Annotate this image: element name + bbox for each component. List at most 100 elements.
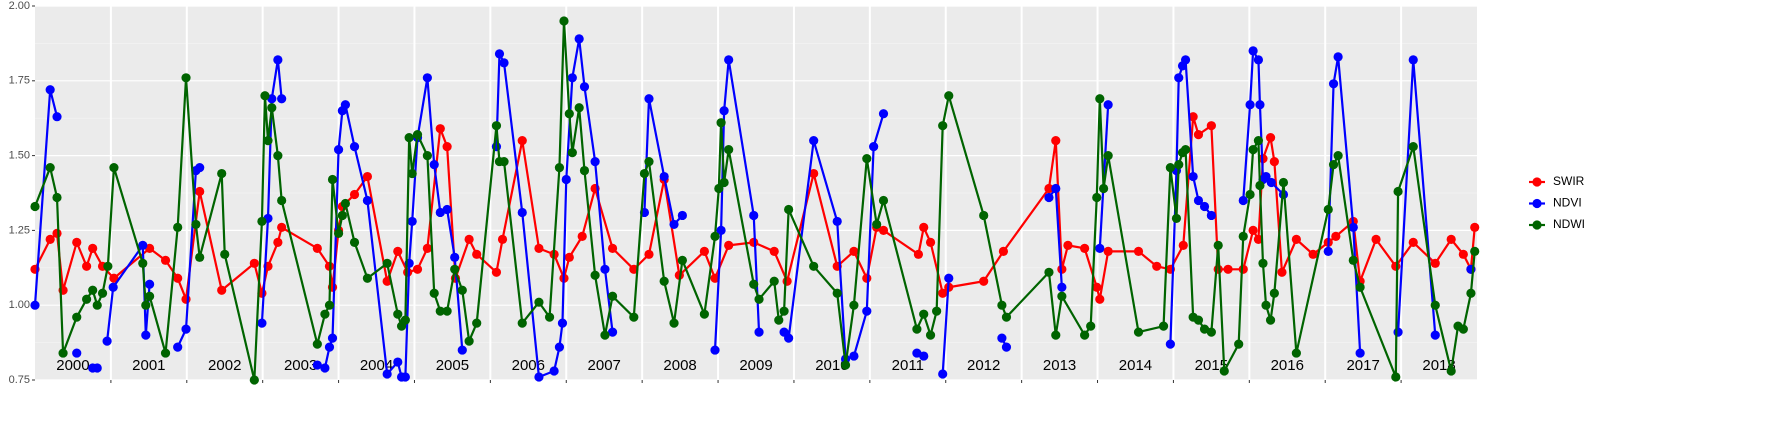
data-point	[141, 330, 151, 340]
data-point	[1092, 192, 1102, 203]
data-point	[710, 231, 720, 241]
data-point	[1348, 222, 1358, 233]
data-point	[1255, 180, 1265, 191]
data-point	[1199, 201, 1210, 212]
data-point	[779, 306, 789, 316]
data-point	[442, 142, 452, 152]
data-point	[1269, 288, 1279, 298]
data-point	[1193, 130, 1204, 140]
data-point	[1158, 321, 1169, 331]
data-point	[932, 306, 942, 316]
data-point	[724, 55, 734, 65]
data-point	[1278, 177, 1289, 188]
data-point	[1152, 261, 1162, 271]
data-point	[195, 162, 205, 173]
data-point	[659, 171, 669, 182]
year-label: 2008	[663, 357, 696, 374]
data-point	[442, 306, 452, 316]
data-point	[191, 219, 201, 230]
data-point	[45, 162, 55, 173]
data-point	[260, 91, 270, 101]
data-point	[273, 55, 283, 65]
data-point	[754, 327, 764, 337]
data-point	[181, 294, 191, 304]
legend-marker	[1532, 220, 1542, 230]
data-point	[1248, 145, 1258, 155]
data-point	[1103, 100, 1113, 110]
data-point	[404, 133, 414, 143]
data-point	[103, 261, 113, 271]
data-point	[1044, 267, 1054, 277]
year-label: 2012	[967, 357, 1000, 374]
data-point	[1323, 246, 1333, 256]
data-point	[412, 130, 423, 140]
data-point	[1051, 136, 1061, 146]
data-point	[217, 168, 227, 179]
data-point	[324, 300, 335, 310]
year-label: 2011	[892, 357, 924, 374]
data-point	[1253, 55, 1264, 65]
data-point	[45, 85, 55, 95]
year-label: 2005	[436, 357, 469, 374]
data-point	[1261, 171, 1271, 182]
data-point	[878, 195, 889, 206]
data-point	[849, 351, 859, 361]
data-point	[464, 336, 474, 346]
data-point	[554, 342, 565, 352]
data-point	[464, 234, 474, 244]
data-point	[267, 103, 277, 113]
data-point	[1408, 237, 1418, 247]
data-point	[1323, 204, 1333, 215]
legend-label: SWIR	[1553, 174, 1585, 188]
data-point	[333, 228, 344, 238]
data-point	[534, 243, 544, 253]
data-point	[362, 195, 373, 206]
data-point	[1446, 234, 1456, 244]
data-point	[327, 174, 338, 185]
data-point	[181, 324, 191, 334]
data-point	[1238, 264, 1248, 274]
data-point	[998, 246, 1009, 256]
data-point	[554, 162, 565, 173]
data-point	[919, 222, 929, 233]
data-point	[1188, 171, 1198, 182]
data-point	[607, 243, 618, 253]
data-point	[429, 288, 439, 298]
data-point	[1080, 243, 1090, 253]
year-label: 2013	[1043, 357, 1076, 374]
data-point	[1253, 234, 1264, 244]
data-point	[1328, 159, 1339, 170]
data-point	[1333, 151, 1343, 161]
data-point	[912, 324, 922, 334]
data-point	[349, 237, 360, 247]
data-point	[220, 249, 230, 259]
data-point	[1098, 183, 1109, 194]
data-point	[312, 243, 322, 253]
data-point	[1086, 321, 1096, 331]
data-point	[716, 118, 726, 128]
data-point	[1248, 46, 1258, 56]
data-point	[30, 201, 40, 212]
data-point	[72, 237, 82, 247]
data-point	[1391, 372, 1401, 382]
data-point	[710, 345, 720, 355]
data-point	[1265, 315, 1276, 325]
data-point	[277, 94, 287, 104]
data-point	[257, 318, 267, 328]
year-label: 2002	[208, 357, 241, 374]
data-point	[1253, 136, 1264, 146]
data-point	[1234, 339, 1244, 349]
data-point	[109, 273, 119, 283]
data-point	[1063, 240, 1073, 250]
data-point	[849, 246, 859, 256]
data-point	[1393, 186, 1403, 197]
data-point	[472, 318, 482, 328]
y-tick-label: 1.50	[9, 150, 30, 162]
data-point	[58, 348, 68, 358]
data-point	[412, 264, 423, 274]
y-tick-label: 2.00	[9, 0, 30, 12]
data-point	[872, 219, 882, 230]
data-point	[499, 156, 509, 167]
data-point	[442, 204, 452, 215]
data-point	[1133, 246, 1144, 256]
